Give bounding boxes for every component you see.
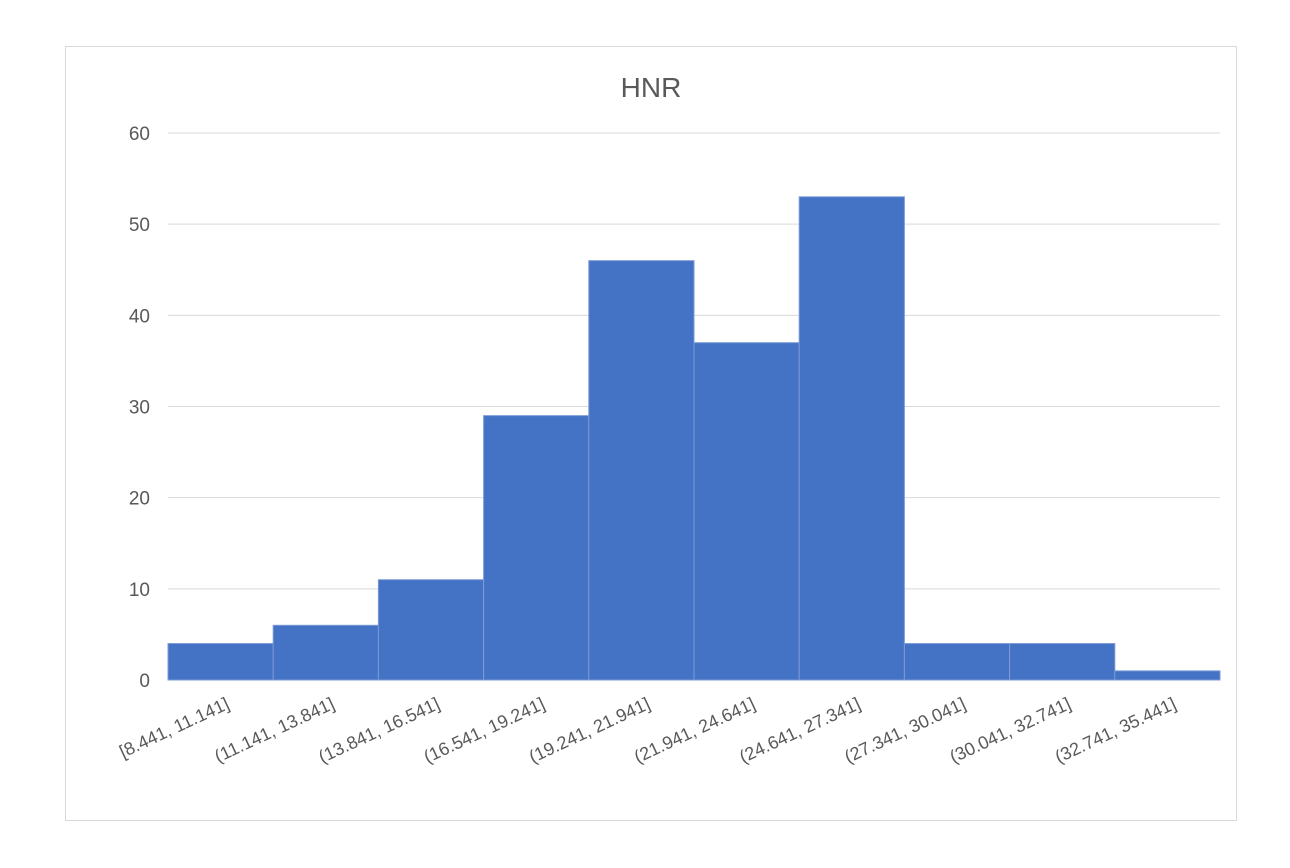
bar <box>483 415 590 681</box>
bar <box>903 643 1011 681</box>
y-tick-label: 50 <box>129 215 150 236</box>
bar <box>1009 643 1116 681</box>
bars <box>167 196 1221 681</box>
y-tick-label: 60 <box>129 124 150 145</box>
bar <box>693 342 800 681</box>
y-tick-label: 40 <box>129 306 150 327</box>
bar <box>377 579 485 681</box>
bar <box>1114 670 1221 681</box>
bar <box>272 624 379 681</box>
bar <box>588 260 695 681</box>
x-tick-label: (32.741, 35.441] <box>1052 693 1179 767</box>
x-axis-ticks: [8.441, 11.141](11.141, 13.841](13.841, … <box>116 693 1179 767</box>
bar <box>798 196 905 681</box>
y-tick-label: 30 <box>129 398 150 419</box>
bar <box>167 643 274 681</box>
chart-title: HNR <box>621 72 682 103</box>
y-tick-label: 10 <box>129 580 150 601</box>
y-axis-ticks: 0 10 20 30 40 50 60 <box>129 124 150 692</box>
y-tick-label: 0 <box>139 671 150 692</box>
y-tick-label: 20 <box>129 489 150 510</box>
